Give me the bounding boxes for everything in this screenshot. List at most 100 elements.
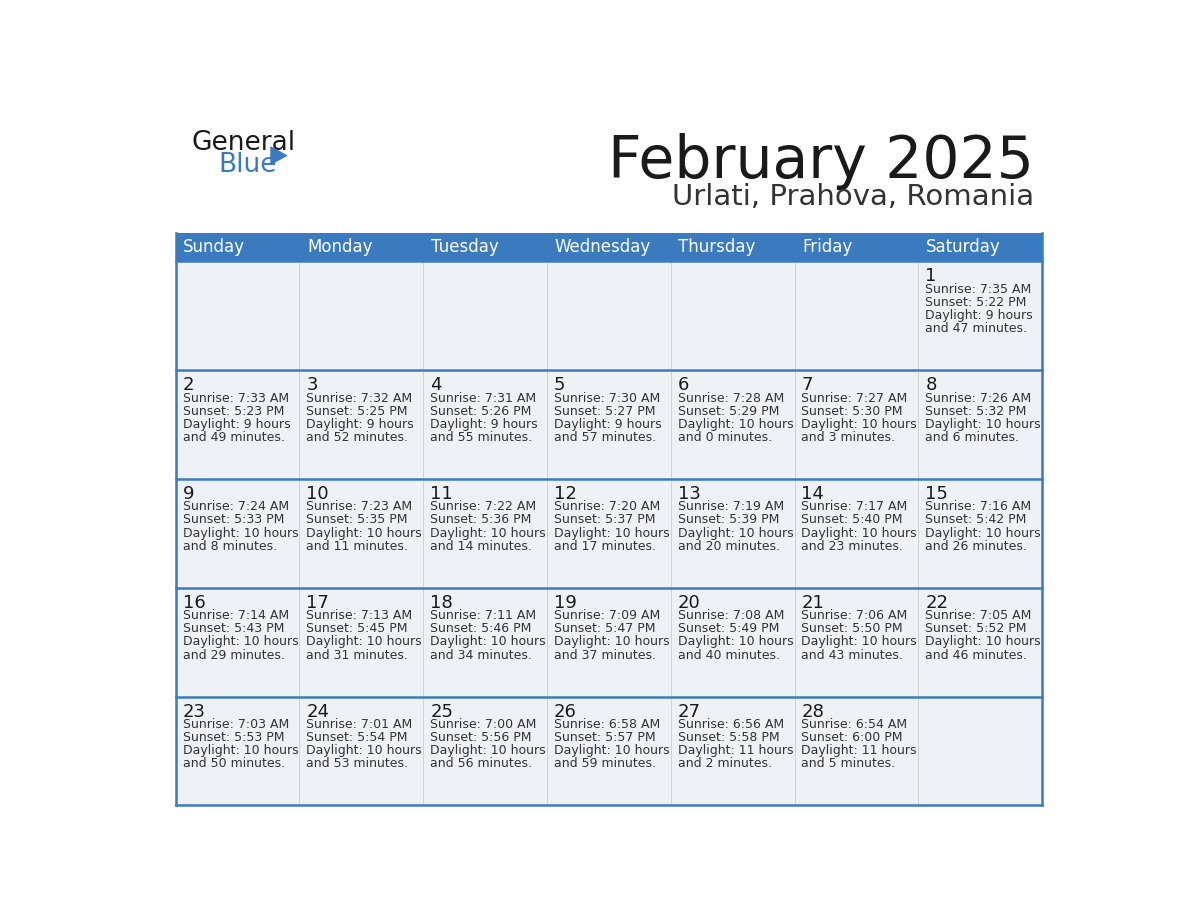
Text: Sunrise: 7:11 AM: Sunrise: 7:11 AM xyxy=(430,610,536,622)
Text: Sunset: 5:29 PM: Sunset: 5:29 PM xyxy=(677,405,779,418)
Text: and 0 minutes.: and 0 minutes. xyxy=(677,431,772,443)
Polygon shape xyxy=(271,147,286,164)
Bar xyxy=(546,588,671,697)
Bar xyxy=(795,261,918,370)
Text: 11: 11 xyxy=(430,485,453,503)
Bar xyxy=(918,370,1042,479)
Text: Sunrise: 7:23 AM: Sunrise: 7:23 AM xyxy=(307,500,412,513)
Text: Sunset: 5:40 PM: Sunset: 5:40 PM xyxy=(802,513,903,527)
Bar xyxy=(671,479,795,588)
Text: 19: 19 xyxy=(554,594,577,612)
Text: 2: 2 xyxy=(183,376,194,394)
Text: Sunrise: 7:17 AM: Sunrise: 7:17 AM xyxy=(802,500,908,513)
Text: Sunrise: 7:14 AM: Sunrise: 7:14 AM xyxy=(183,610,289,622)
Text: Daylight: 10 hours: Daylight: 10 hours xyxy=(430,527,545,540)
Text: Daylight: 10 hours: Daylight: 10 hours xyxy=(925,418,1041,431)
Bar xyxy=(299,697,423,805)
Bar xyxy=(546,261,671,370)
Text: and 55 minutes.: and 55 minutes. xyxy=(430,431,532,443)
Bar xyxy=(671,261,795,370)
Text: Daylight: 10 hours: Daylight: 10 hours xyxy=(802,418,917,431)
Text: Tuesday: Tuesday xyxy=(431,238,499,256)
Text: and 17 minutes.: and 17 minutes. xyxy=(554,540,656,553)
Text: General: General xyxy=(191,130,296,156)
Bar xyxy=(176,697,299,805)
Text: Sunset: 5:32 PM: Sunset: 5:32 PM xyxy=(925,405,1026,418)
Text: 15: 15 xyxy=(925,485,948,503)
Text: Sunrise: 7:28 AM: Sunrise: 7:28 AM xyxy=(677,391,784,405)
Text: Friday: Friday xyxy=(802,238,853,256)
Text: 18: 18 xyxy=(430,594,453,612)
Text: Sunset: 5:47 PM: Sunset: 5:47 PM xyxy=(554,622,656,635)
Bar xyxy=(299,370,423,479)
Text: Daylight: 10 hours: Daylight: 10 hours xyxy=(307,635,422,648)
Text: Sunset: 5:54 PM: Sunset: 5:54 PM xyxy=(307,732,407,744)
Text: and 49 minutes.: and 49 minutes. xyxy=(183,431,284,443)
Text: and 47 minutes.: and 47 minutes. xyxy=(925,322,1028,335)
Text: Sunrise: 7:06 AM: Sunrise: 7:06 AM xyxy=(802,610,908,622)
Text: Sunrise: 7:03 AM: Sunrise: 7:03 AM xyxy=(183,718,289,731)
Text: Daylight: 10 hours: Daylight: 10 hours xyxy=(677,527,794,540)
Text: Sunday: Sunday xyxy=(183,238,246,256)
Text: 5: 5 xyxy=(554,376,565,394)
Bar xyxy=(671,697,795,805)
Text: Sunset: 5:27 PM: Sunset: 5:27 PM xyxy=(554,405,656,418)
Text: 24: 24 xyxy=(307,703,329,721)
Bar xyxy=(423,479,546,588)
Text: and 43 minutes.: and 43 minutes. xyxy=(802,648,903,662)
Text: Sunset: 5:45 PM: Sunset: 5:45 PM xyxy=(307,622,407,635)
Text: Daylight: 10 hours: Daylight: 10 hours xyxy=(307,744,422,757)
Text: Monday: Monday xyxy=(308,238,373,256)
Text: and 6 minutes.: and 6 minutes. xyxy=(925,431,1019,443)
Text: and 56 minutes.: and 56 minutes. xyxy=(430,757,532,770)
Text: Sunset: 6:00 PM: Sunset: 6:00 PM xyxy=(802,732,903,744)
Bar xyxy=(299,261,423,370)
Text: Sunrise: 7:16 AM: Sunrise: 7:16 AM xyxy=(925,500,1031,513)
Text: and 52 minutes.: and 52 minutes. xyxy=(307,431,409,443)
Text: 12: 12 xyxy=(554,485,577,503)
Text: 21: 21 xyxy=(802,594,824,612)
Text: Daylight: 10 hours: Daylight: 10 hours xyxy=(430,744,545,757)
Text: and 2 minutes.: and 2 minutes. xyxy=(677,757,772,770)
Text: 3: 3 xyxy=(307,376,318,394)
Text: 1: 1 xyxy=(925,267,936,285)
Text: Sunrise: 7:27 AM: Sunrise: 7:27 AM xyxy=(802,391,908,405)
Bar xyxy=(918,697,1042,805)
Text: Daylight: 9 hours: Daylight: 9 hours xyxy=(183,418,290,431)
Bar xyxy=(795,697,918,805)
Text: Daylight: 10 hours: Daylight: 10 hours xyxy=(554,635,670,648)
Text: Sunrise: 7:26 AM: Sunrise: 7:26 AM xyxy=(925,391,1031,405)
Text: and 11 minutes.: and 11 minutes. xyxy=(307,540,409,553)
Text: Daylight: 10 hours: Daylight: 10 hours xyxy=(307,527,422,540)
Text: Sunset: 5:42 PM: Sunset: 5:42 PM xyxy=(925,513,1026,527)
Bar xyxy=(918,588,1042,697)
Text: Daylight: 10 hours: Daylight: 10 hours xyxy=(183,744,298,757)
Text: Daylight: 11 hours: Daylight: 11 hours xyxy=(677,744,794,757)
Text: and 29 minutes.: and 29 minutes. xyxy=(183,648,284,662)
Text: Daylight: 10 hours: Daylight: 10 hours xyxy=(802,527,917,540)
Text: and 34 minutes.: and 34 minutes. xyxy=(430,648,532,662)
Text: Sunset: 5:56 PM: Sunset: 5:56 PM xyxy=(430,732,532,744)
Text: Thursday: Thursday xyxy=(678,238,756,256)
Text: Sunset: 5:35 PM: Sunset: 5:35 PM xyxy=(307,513,407,527)
Text: and 26 minutes.: and 26 minutes. xyxy=(925,540,1028,553)
Text: 14: 14 xyxy=(802,485,824,503)
Text: Daylight: 10 hours: Daylight: 10 hours xyxy=(677,418,794,431)
Text: and 57 minutes.: and 57 minutes. xyxy=(554,431,656,443)
Text: 16: 16 xyxy=(183,594,206,612)
Text: Sunset: 5:25 PM: Sunset: 5:25 PM xyxy=(307,405,407,418)
Text: Daylight: 9 hours: Daylight: 9 hours xyxy=(430,418,538,431)
Text: Sunrise: 6:58 AM: Sunrise: 6:58 AM xyxy=(554,718,661,731)
Text: 20: 20 xyxy=(677,594,701,612)
Text: and 14 minutes.: and 14 minutes. xyxy=(430,540,532,553)
Text: and 3 minutes.: and 3 minutes. xyxy=(802,431,896,443)
Bar xyxy=(546,370,671,479)
Bar xyxy=(176,261,299,370)
Text: Sunrise: 7:30 AM: Sunrise: 7:30 AM xyxy=(554,391,661,405)
Text: Sunrise: 7:32 AM: Sunrise: 7:32 AM xyxy=(307,391,412,405)
Text: Sunrise: 7:33 AM: Sunrise: 7:33 AM xyxy=(183,391,289,405)
Text: Sunrise: 7:00 AM: Sunrise: 7:00 AM xyxy=(430,718,537,731)
Text: Daylight: 10 hours: Daylight: 10 hours xyxy=(677,635,794,648)
Text: Sunset: 5:46 PM: Sunset: 5:46 PM xyxy=(430,622,531,635)
Text: Sunset: 5:37 PM: Sunset: 5:37 PM xyxy=(554,513,656,527)
